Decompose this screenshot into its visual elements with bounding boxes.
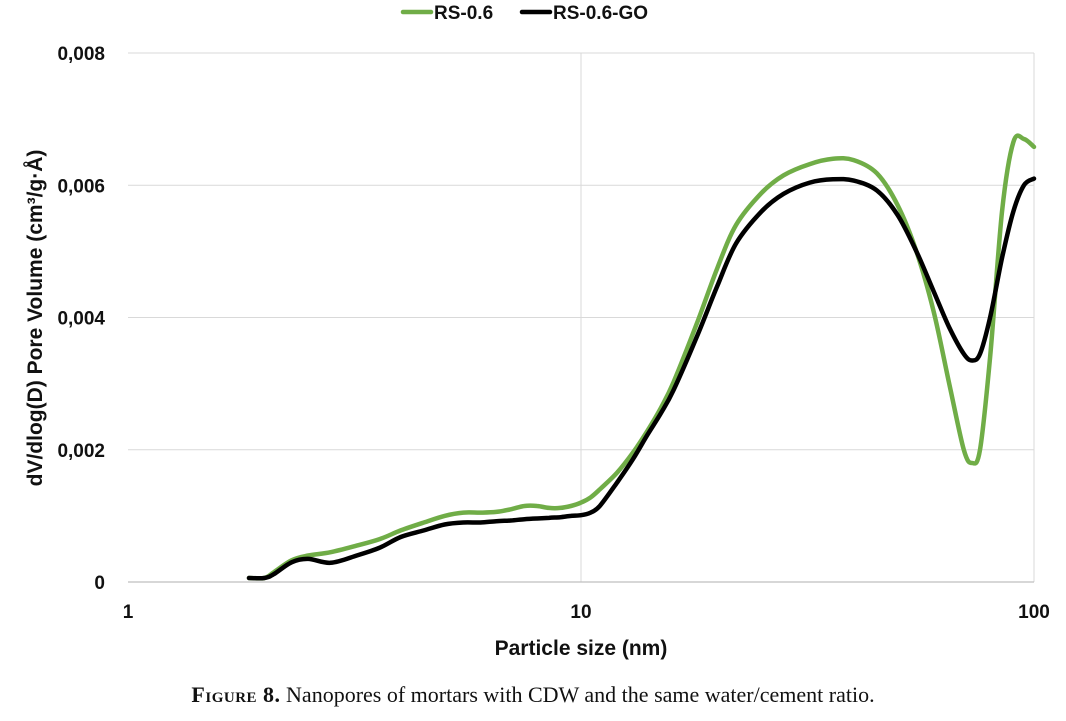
legend-label: RS-0.6	[434, 3, 493, 24]
x-axis-title: Particle size (nm)	[495, 637, 668, 660]
y-tick-label: 0,008	[57, 44, 105, 65]
legend: RS-0.6 RS-0.6-GO	[400, 3, 648, 24]
x-tick-label: 1	[123, 602, 134, 623]
legend-label: RS-0.6-GO	[553, 3, 648, 24]
grid-lines	[128, 52, 1035, 582]
line-chart: 0 0,002 0,004 0,006 0,008 1 10 100 Particle siz…	[23, 3, 1050, 660]
figure-caption: Figure 8. Nanopores of mortars with CDW …	[0, 682, 1066, 708]
tick-labels: 0 0,002 0,004 0,006 0,008 1 10 100	[57, 44, 1049, 623]
y-tick-label: 0,002	[57, 441, 105, 462]
x-tick-label: 10	[570, 602, 591, 623]
figure-caption-text: Nanopores of mortars with CDW and the sa…	[280, 682, 875, 707]
series-group	[246, 133, 1037, 581]
series-line-rs-0-6-go	[246, 176, 1037, 581]
x-tick-label: 100	[1018, 602, 1050, 623]
figure-label: Figure 8.	[191, 682, 281, 707]
y-tick-label: 0	[94, 573, 105, 594]
series-line-rs-0-6	[246, 133, 1037, 581]
y-axis-title: dV/dlog(D) Pore Volume (cm³/g·Å)	[23, 150, 47, 487]
y-tick-label: 0,006	[57, 176, 105, 197]
y-tick-label: 0,004	[57, 309, 105, 330]
